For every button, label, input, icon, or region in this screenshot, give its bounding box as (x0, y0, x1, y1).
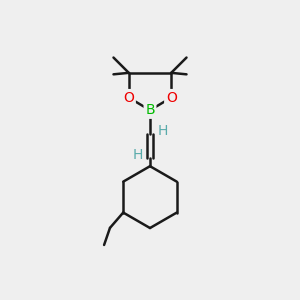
Text: H: H (132, 148, 143, 162)
Text: B: B (145, 103, 155, 117)
Text: O: O (166, 91, 177, 105)
Text: H: H (157, 124, 168, 138)
Text: O: O (123, 91, 134, 105)
